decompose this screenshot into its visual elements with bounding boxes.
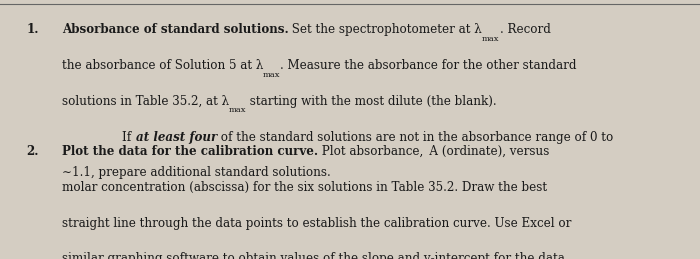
Text: the absorbance of Solution 5 at λ: the absorbance of Solution 5 at λ: [62, 59, 263, 72]
Text: Set the spectrophotometer at λ: Set the spectrophotometer at λ: [288, 23, 482, 36]
Text: Absorbance of standard solutions.: Absorbance of standard solutions.: [62, 23, 288, 36]
Text: If: If: [122, 131, 136, 143]
Text: . Measure the absorbance for the other standard: . Measure the absorbance for the other s…: [281, 59, 577, 72]
Text: . Record: . Record: [500, 23, 550, 36]
Text: max: max: [229, 106, 246, 114]
Text: at least four: at least four: [136, 131, 217, 143]
Text: ∼1.1, prepare additional standard solutions.: ∼1.1, prepare additional standard soluti…: [62, 166, 330, 179]
Text: starting with the most dilute (the blank).: starting with the most dilute (the blank…: [246, 95, 497, 108]
Text: 1.: 1.: [27, 23, 39, 36]
Text: solutions in Table 35.2, at λ: solutions in Table 35.2, at λ: [62, 95, 229, 108]
Text: max: max: [263, 71, 281, 79]
Text: Plot the data for the calibration curve.: Plot the data for the calibration curve.: [62, 145, 318, 158]
Text: of the standard solutions are not in the absorbance range of 0 to: of the standard solutions are not in the…: [217, 131, 613, 143]
Text: molar concentration (abscissa) for the six solutions in Table 35.2. Draw the bes: molar concentration (abscissa) for the s…: [62, 181, 547, 194]
Text: max: max: [482, 35, 500, 43]
Text: Plot absorbance,  A (ordinate), versus: Plot absorbance, A (ordinate), versus: [318, 145, 549, 158]
Text: 2.: 2.: [27, 145, 39, 158]
Text: straight line through the data points to establish the calibration curve. Use Ex: straight line through the data points to…: [62, 217, 571, 229]
Text: similar graphing software to obtain values of the slope and y-intercept for the : similar graphing software to obtain valu…: [62, 252, 564, 259]
